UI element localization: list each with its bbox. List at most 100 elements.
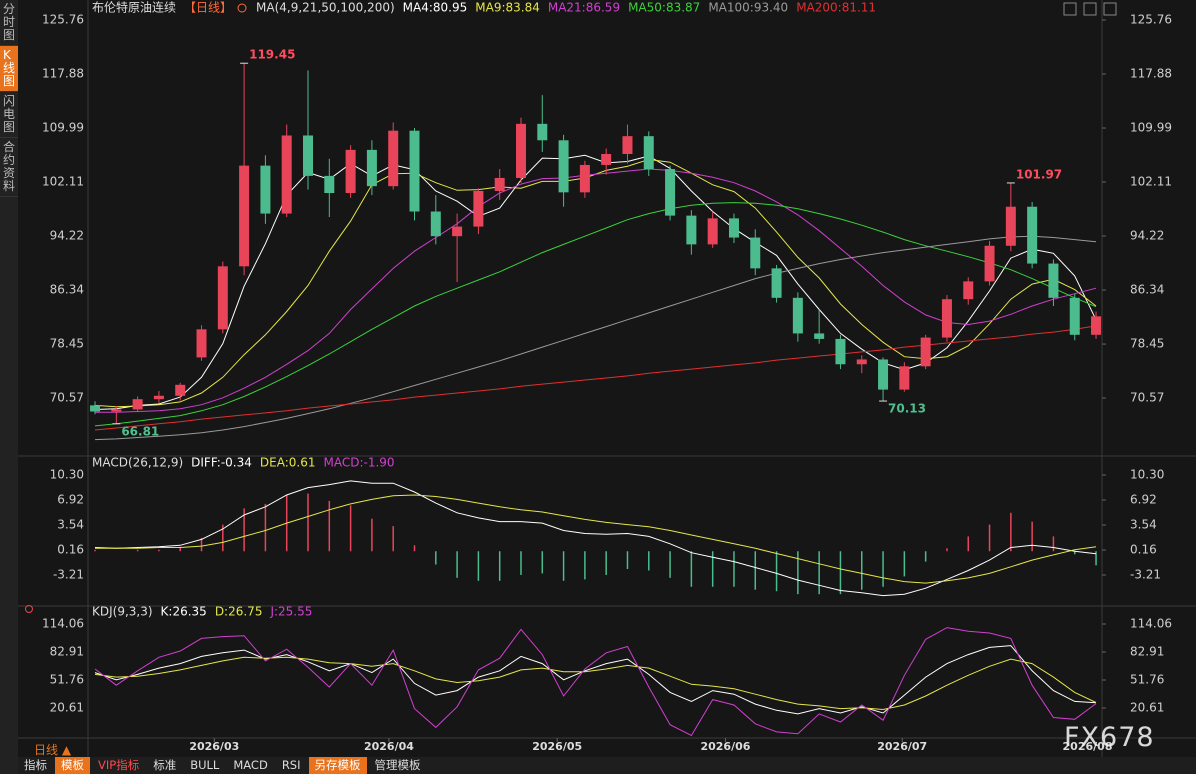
annotation-label: 101.97 (1016, 167, 1062, 181)
candle-body (388, 130, 399, 187)
candle-body (622, 136, 633, 154)
period-label[interactable]: 日线 ▲ (34, 743, 72, 757)
series-line (94, 627, 1097, 737)
y-tick-label: 70.57 (50, 391, 84, 405)
legend-entry: 【日线】 (184, 1, 232, 15)
legend-entry: J:25.55 (269, 605, 312, 619)
series-line (94, 656, 1097, 711)
candle-body (814, 333, 825, 339)
candle-body (899, 366, 910, 390)
y-tick-label: 0.16 (1130, 543, 1157, 557)
button[interactable] (1063, 2, 1077, 16)
x-tick-label: 2026/07 (877, 740, 927, 753)
button[interactable] (1083, 2, 1097, 16)
candle-body (239, 165, 250, 267)
candle-body (728, 218, 739, 238)
sidebar-tab[interactable]: 合约资料 (0, 138, 18, 197)
candle-body (452, 226, 463, 237)
window-buttons (1063, 2, 1117, 16)
candle-body (90, 405, 101, 412)
x-tick-label: 2026/06 (700, 740, 750, 753)
toolbar-button[interactable]: 模板 (55, 757, 90, 774)
x-tick-label: 2026/05 (532, 740, 582, 753)
toolbar-button[interactable]: BULL (184, 757, 226, 774)
toolbar-button[interactable]: 标准 (147, 757, 183, 774)
annotation-label: 119.45 (249, 48, 295, 62)
candle-body (324, 175, 335, 194)
x-tick-label: 2026/03 (189, 740, 239, 753)
candle-body (494, 177, 505, 191)
series-line (95, 494, 1097, 584)
candle-body (281, 135, 292, 214)
y-tick-label: 3.54 (1130, 518, 1157, 532)
sidebar-tab[interactable]: K线图 (0, 46, 18, 92)
y-tick-label: 20.61 (50, 701, 84, 715)
y-tick-label: 114.06 (42, 617, 84, 631)
candle-body (1091, 316, 1102, 335)
sidebar-tab[interactable]: 分时图 (0, 0, 18, 46)
candle-body (303, 135, 314, 176)
candle-body (1048, 263, 1059, 298)
candle-body (217, 266, 228, 330)
candle-body (643, 136, 654, 170)
candle-body (750, 237, 761, 269)
y-tick-label: 82.91 (1130, 645, 1164, 659)
watermark: FX678 (1064, 722, 1155, 753)
y-tick-label: 102.11 (1130, 174, 1172, 188)
candle-body (792, 297, 803, 334)
candle-body (686, 215, 697, 245)
candle-body (941, 299, 952, 338)
y-tick-label: 82.91 (50, 645, 84, 659)
candle-body (920, 337, 931, 367)
series-line (95, 168, 1097, 413)
plot-bg (88, 0, 1102, 757)
y-tick-label: 10.30 (50, 468, 84, 482)
legend-entry: MA4:80.95 (403, 1, 468, 15)
y-tick-label: 117.88 (42, 66, 84, 80)
toolbar-button[interactable]: 另存模板 (308, 757, 367, 774)
candle-body (835, 338, 846, 365)
sidebar-tab[interactable]: 闪电图 (0, 92, 18, 138)
toolbar-button[interactable]: RSI (275, 757, 307, 774)
candle-body (111, 409, 122, 412)
candle-body (665, 169, 676, 216)
y-tick-label: 94.22 (50, 229, 84, 243)
y-tick-label: 20.61 (1130, 701, 1164, 715)
series-line (94, 480, 1097, 597)
series-line (94, 235, 1097, 441)
y-tick-label: -3.21 (53, 567, 84, 581)
candle-body (707, 218, 718, 245)
legend-entry: MA100:93.40 (708, 1, 788, 15)
toolbar-button[interactable]: 管理模板 (368, 757, 427, 774)
candle-body (473, 190, 484, 227)
y-tick-label: 114.06 (1130, 617, 1172, 631)
legend-entry: KDJ(9,3,3) (92, 605, 153, 619)
toolbar-button[interactable]: MACD (227, 757, 274, 774)
candle-body (537, 123, 548, 141)
legend-entry: MACD(26,12,9) (92, 456, 183, 470)
y-tick-label: 102.11 (42, 174, 84, 188)
candle-body (579, 164, 590, 193)
candle-body (963, 281, 974, 300)
y-tick-label: 78.45 (1130, 337, 1164, 351)
y-tick-label: 0.16 (57, 543, 84, 557)
y-tick-label: 117.88 (1130, 66, 1172, 80)
y-tick-label: 125.76 (1130, 13, 1172, 27)
candle-body (260, 165, 271, 214)
candle-body (345, 149, 356, 194)
y-tick-label: 94.22 (1130, 229, 1164, 243)
candle-body (430, 211, 441, 237)
button[interactable] (1103, 2, 1117, 16)
annotation-label: 70.13 (888, 402, 926, 416)
settings-icon[interactable] (25, 605, 33, 613)
toolbar-button[interactable]: 指标 (18, 757, 53, 774)
y-tick-label: 86.34 (50, 283, 84, 297)
candle-body (1005, 206, 1016, 246)
y-tick-label: 125.76 (42, 13, 84, 27)
legend-entry: D:26.75 (215, 605, 263, 619)
annotation-label: 66.81 (121, 424, 159, 438)
toolbar-button[interactable]: VIP指标 (92, 757, 146, 774)
legend-entry: MA9:83.84 (475, 1, 540, 15)
